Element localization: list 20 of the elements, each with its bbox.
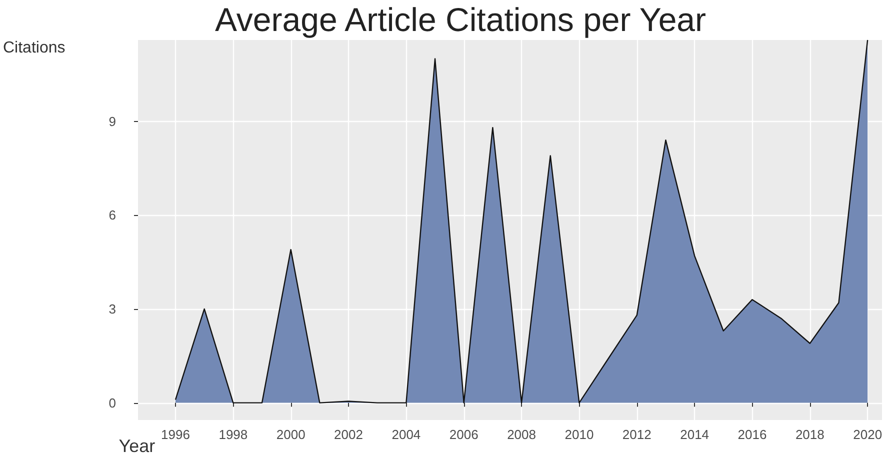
x-tick-label: 2000 bbox=[276, 427, 306, 442]
x-tick-label: 2002 bbox=[334, 427, 363, 442]
y-tick-label: 6 bbox=[108, 208, 116, 223]
x-tick-label: 2008 bbox=[507, 427, 536, 442]
x-tick-label: 2012 bbox=[622, 427, 652, 442]
x-tick-label: 2006 bbox=[449, 427, 478, 442]
x-tick-label: 1996 bbox=[161, 427, 190, 442]
x-tick-label: 2018 bbox=[795, 427, 824, 442]
y-tick-label: 0 bbox=[108, 395, 116, 410]
x-tick-label: 2010 bbox=[564, 427, 594, 442]
y-axis-title: Citations bbox=[3, 40, 66, 56]
y-tick-label: 9 bbox=[108, 114, 116, 129]
y-tick-label: 3 bbox=[108, 301, 116, 316]
x-axis-title: Year bbox=[118, 436, 156, 456]
x-tick-label: 2020 bbox=[853, 427, 882, 442]
x-tick-label: 2004 bbox=[392, 427, 421, 442]
x-tick-label: 2016 bbox=[738, 427, 767, 442]
chart-title: Average Article Citations per Year bbox=[215, 1, 706, 38]
x-tick-label: 1998 bbox=[218, 427, 248, 442]
x-tick-label: 2014 bbox=[680, 427, 710, 442]
